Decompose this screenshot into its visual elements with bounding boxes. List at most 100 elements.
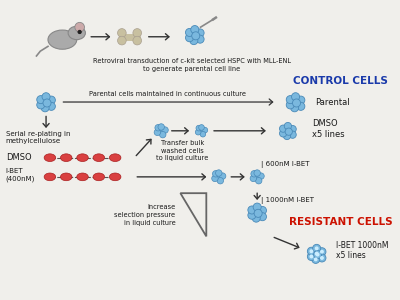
Circle shape — [47, 102, 55, 110]
Circle shape — [285, 128, 292, 135]
Circle shape — [216, 174, 222, 180]
Circle shape — [158, 128, 164, 134]
Circle shape — [289, 131, 296, 138]
Circle shape — [158, 124, 164, 130]
Ellipse shape — [109, 154, 121, 161]
Ellipse shape — [93, 154, 104, 161]
Circle shape — [190, 37, 198, 45]
Circle shape — [220, 173, 226, 179]
Circle shape — [284, 127, 292, 134]
Text: Parental: Parental — [315, 98, 349, 106]
Text: Retroviral transduction of c-kit selected HSPC with MLL-ENL
to generate parental: Retroviral transduction of c-kit selecte… — [93, 58, 291, 72]
Circle shape — [186, 34, 194, 42]
Circle shape — [286, 101, 294, 109]
Circle shape — [118, 28, 126, 37]
Circle shape — [41, 104, 49, 112]
Circle shape — [196, 29, 204, 37]
Text: CONTROL CELLS: CONTROL CELLS — [293, 76, 388, 86]
Circle shape — [252, 214, 260, 222]
Text: Parental cells maintained in continuous culture: Parental cells maintained in continuous … — [90, 91, 246, 97]
Text: RESISTANT CELLS: RESISTANT CELLS — [289, 217, 392, 227]
Text: I-BET
(400nM): I-BET (400nM) — [6, 168, 35, 182]
Circle shape — [254, 174, 260, 180]
Circle shape — [286, 96, 294, 104]
Circle shape — [195, 129, 201, 135]
Circle shape — [154, 129, 160, 136]
Circle shape — [314, 250, 322, 259]
Circle shape — [316, 252, 318, 255]
Circle shape — [313, 250, 321, 258]
Circle shape — [292, 98, 300, 106]
Circle shape — [133, 28, 142, 37]
Circle shape — [196, 35, 204, 43]
Circle shape — [200, 131, 206, 137]
Circle shape — [256, 178, 262, 184]
Ellipse shape — [93, 173, 104, 181]
Circle shape — [186, 28, 194, 37]
Circle shape — [212, 175, 218, 182]
Circle shape — [258, 213, 266, 221]
Circle shape — [312, 255, 320, 263]
Text: DMSO
x5 lines: DMSO x5 lines — [312, 119, 344, 139]
Circle shape — [192, 32, 200, 40]
Circle shape — [292, 99, 300, 107]
Text: Transfer bulk
washed cells
to liquid culture: Transfer bulk washed cells to liquid cul… — [156, 140, 208, 161]
Circle shape — [313, 244, 321, 252]
Circle shape — [314, 258, 317, 261]
Circle shape — [43, 99, 51, 107]
Circle shape — [196, 125, 202, 131]
Circle shape — [310, 250, 313, 253]
Circle shape — [78, 31, 81, 33]
Circle shape — [284, 122, 292, 130]
Ellipse shape — [109, 173, 121, 181]
Circle shape — [160, 131, 166, 138]
Ellipse shape — [68, 26, 86, 40]
Circle shape — [289, 125, 296, 133]
Circle shape — [133, 36, 142, 45]
Circle shape — [253, 203, 261, 211]
Circle shape — [191, 26, 199, 34]
Circle shape — [75, 22, 84, 32]
Circle shape — [47, 96, 55, 104]
Circle shape — [318, 248, 326, 256]
Circle shape — [280, 125, 287, 132]
Ellipse shape — [77, 173, 88, 181]
Circle shape — [250, 175, 256, 182]
Ellipse shape — [44, 173, 56, 181]
Circle shape — [162, 127, 168, 133]
Text: | 1000nM I-BET: | 1000nM I-BET — [261, 197, 314, 204]
Circle shape — [199, 128, 204, 134]
Circle shape — [307, 247, 316, 255]
Circle shape — [290, 104, 299, 112]
Circle shape — [254, 170, 260, 176]
Circle shape — [321, 250, 323, 253]
Text: DMSO: DMSO — [6, 153, 31, 162]
Text: | 600nM I-BET: | 600nM I-BET — [261, 161, 310, 168]
Circle shape — [42, 93, 50, 101]
Circle shape — [321, 257, 323, 259]
Circle shape — [254, 209, 262, 217]
Circle shape — [212, 171, 219, 177]
Circle shape — [199, 124, 204, 130]
Circle shape — [307, 253, 316, 260]
Circle shape — [217, 178, 224, 184]
Circle shape — [37, 101, 45, 109]
Circle shape — [258, 173, 264, 179]
Text: Serial re-plating in
methylcellulose: Serial re-plating in methylcellulose — [6, 131, 70, 144]
Circle shape — [318, 254, 326, 262]
Circle shape — [155, 124, 161, 131]
Circle shape — [258, 206, 266, 214]
Circle shape — [248, 211, 256, 219]
Text: I-BET 1000nM
x5 lines: I-BET 1000nM x5 lines — [336, 241, 388, 260]
Text: Increase
selection pressure
in liquid culture: Increase selection pressure in liquid cu… — [114, 204, 176, 226]
Circle shape — [251, 171, 257, 177]
Circle shape — [248, 206, 256, 214]
Circle shape — [316, 247, 318, 250]
Circle shape — [297, 96, 305, 104]
Circle shape — [310, 255, 313, 258]
Ellipse shape — [44, 154, 56, 161]
Circle shape — [191, 31, 199, 39]
Ellipse shape — [60, 173, 72, 181]
Circle shape — [202, 127, 208, 133]
Circle shape — [253, 208, 261, 216]
